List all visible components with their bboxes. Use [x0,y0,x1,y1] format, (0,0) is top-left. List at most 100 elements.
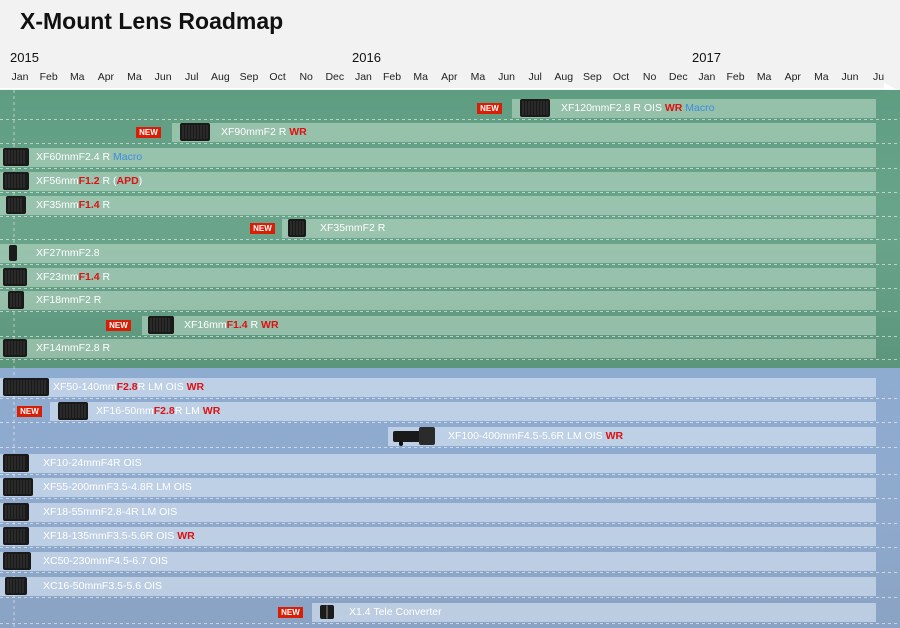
lens-row: NEW X1.4 Tele Converter [0,603,900,622]
lens-row: XC16-50mmF3.5-5.6 OIS [0,577,900,596]
availability-bar [0,378,876,397]
month-label: No [299,71,313,83]
medium-lens-icon [3,453,29,473]
lens-name-part: XF18-135mmF3.5-5.6R OIS [43,530,178,542]
lens-name-part: R [247,319,262,331]
lens-name-highlight: WR [186,381,205,393]
lens-name-highlight: WR [202,405,221,417]
month-label: Apr [784,71,801,83]
month-label: Apr [97,71,115,83]
new-badge: NEW [278,607,303,618]
lens-name-part: R [99,271,111,283]
lens-name-part: XF55-200mmF3.5-4.8R LM OIS [43,481,192,493]
month-label: Oct [269,71,286,83]
lens-row: XC50-230mmF4.5-6.7 OIS [0,552,900,571]
availability-bar [0,454,876,473]
month-label: Sep [583,71,602,83]
lens-name-part: XC50-230mmF4.5-6.7 OIS [43,555,168,567]
lens-row: XF100-400mmF4.5-5.6R LM OIS WR [0,427,900,446]
availability-bar [0,172,876,191]
lens-row: NEW XF16mmF1.4 R WR [0,316,900,335]
lens-name-part: XF23mm [36,271,79,283]
availability-bar [0,552,876,571]
lens-name-part: XF56mm [36,175,79,187]
month-label: Ma [413,71,428,83]
telephoto-lens-icon [393,426,435,446]
month-label: Jan [354,71,372,83]
lens-name: XF35mmF2 R [320,222,385,234]
lens-row: XF23mmF1.4 R [0,268,900,287]
lens-name-highlight: Macro [685,102,715,114]
lens-name-part: XF35mmF2 R [320,222,386,234]
medium-lens-icon [3,551,31,571]
lens-name-part: XF16mm [184,319,227,331]
new-badge: NEW [477,103,502,114]
lens-name-part: XF18-55mmF2.8-4R LM OIS [43,506,178,518]
lens-name-part: XF14mmF2.8 R [36,342,111,354]
availability-bar [0,527,876,546]
year-label: 2015 [10,50,39,65]
new-badge: NEW [250,223,275,234]
lens-name: XC16-50mmF3.5-5.6 OIS [43,580,162,592]
month-label: Ma [756,71,772,83]
availability-bar [0,339,876,358]
lens-name-highlight: F1.2 [78,175,100,187]
year-label: 2016 [352,50,381,65]
lens-row: XF50-140mmF2.8R LM OIS WR [0,378,900,397]
lens-name-part: X1.4 Tele Converter [349,606,442,618]
lens-name: XF16mmF1.4 R WR [184,319,279,331]
month-label: Feb [383,71,402,83]
lens-name-highlight: F2.8 [116,381,138,393]
lens-name: XF14mmF2.8 R [36,342,110,354]
month-label: No [642,71,657,83]
month-label: Apr [441,71,458,83]
lens-name: XF50-140mmF2.8R LM OIS WR [53,381,204,393]
lens-row: NEW XF16-50mmF2.8R LM WR [0,402,900,421]
month-label: Aug [554,71,574,83]
lens-row: NEW XF120mmF2.8 R OIS WR Macro [0,99,900,118]
lens-name-highlight: F1.4 [78,199,100,211]
lens-name: XF16-50mmF2.8R LM WR [96,405,220,417]
lens-name: XF18-55mmF2.8-4R LM OIS [43,506,177,518]
medium-lens-icon [3,338,27,358]
lens-name: XF56mmF1.2 R (APD) [36,175,142,187]
month-label: Jul [185,71,199,83]
month-axis: Jan Feb Ma Apr Ma Jun Jul Aug Sep Oct No Dec Jan Feb M… [0,71,900,85]
month-label: Feb [39,71,58,83]
lens-name: X1.4 Tele Converter [349,606,442,618]
month-label: Oct [612,71,630,83]
lens-name-part: XF120mmF2.8 R OIS [561,102,665,114]
year-label: 2017 [692,50,721,65]
year-axis: 2015 2016 2017 [0,50,900,66]
lens-row: XF18-135mmF3.5-5.6R OIS WR [0,527,900,546]
medium-lens-icon [58,401,88,421]
lens-name-highlight: WR [605,430,624,442]
lens-name-part: XF18mmF2 R [36,294,102,306]
lens-row: XF14mmF2.8 R [0,339,900,358]
lens-name-highlight: WR [261,319,279,331]
availability-bar [142,316,876,335]
lens-name: XC50-230mmF4.5-6.7 OIS [43,555,168,567]
lens-row: XF56mmF1.2 R (APD) [0,172,900,191]
lens-name-part: XC16-50mmF3.5-5.6 OIS [43,580,163,592]
lens-name-part: XF35mm [36,199,79,211]
availability-bar [282,219,876,238]
lens-row: XF55-200mmF3.5-4.8R LM OIS [0,478,900,497]
lens-name: XF10-24mmF4R OIS [43,457,142,469]
lens-row: NEW XF35mmF2 R [0,219,900,238]
lens-name-part: XF10-24mmF4R OIS [43,457,142,469]
lens-name: XF120mmF2.8 R OIS WR Macro [561,102,714,114]
lens-name-highlight: WR [289,126,307,138]
lens-name: XF27mmF2.8 [36,247,100,259]
month-label: Jan [698,71,716,83]
lens-name: XF18-135mmF3.5-5.6R OIS WR [43,530,195,542]
month-label: Dec [325,71,345,83]
medium-lens-icon [3,171,29,191]
month-label: Ma [814,71,829,83]
month-label: Ma [69,71,85,83]
lens-name-highlight: WR [664,102,683,114]
medium-lens-icon [3,526,29,546]
small-lens-icon [5,576,27,596]
medium-lens-icon [148,315,174,335]
month-label: Jan [11,71,29,83]
